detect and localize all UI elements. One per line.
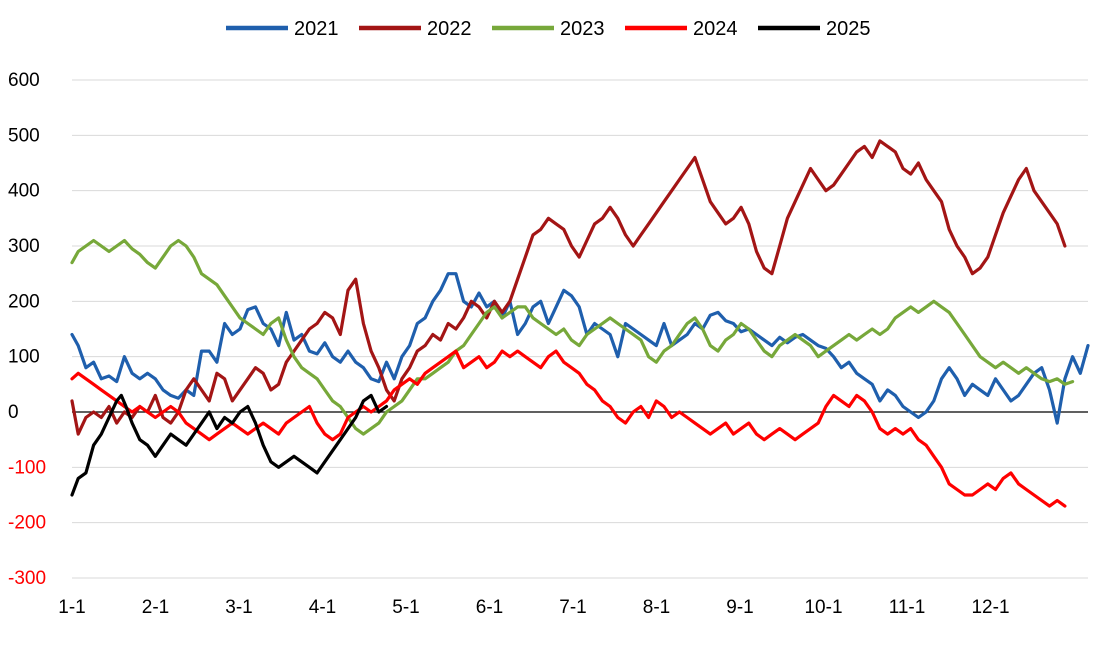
x-tick-label: 7-1 xyxy=(559,597,586,618)
x-tick-label: 1-1 xyxy=(58,597,85,618)
legend-label-2023: 2023 xyxy=(560,18,605,40)
legend-label-2022: 2022 xyxy=(427,18,472,40)
series-line-2025 xyxy=(70,393,389,497)
y-axis-ticks: 600 500 400 300 200 100 0 -100 -200 -300 xyxy=(8,70,46,589)
x-tick-label: 12-1 xyxy=(971,597,1009,618)
x-tick-label: 4-1 xyxy=(309,597,336,618)
legend-label-2024: 2024 xyxy=(693,18,738,40)
legend-label-2021: 2021 xyxy=(294,18,339,40)
series-line-2022 xyxy=(70,139,1067,436)
series-line-2023 xyxy=(70,238,1075,436)
x-tick-label: 5-1 xyxy=(392,597,419,618)
y-tick-label: -300 xyxy=(8,568,46,589)
x-tick-label: 10-1 xyxy=(804,597,842,618)
series-line-2021 xyxy=(70,272,1090,425)
x-tick-label: 3-1 xyxy=(225,597,252,618)
gridlines xyxy=(72,79,1088,579)
y-tick-label: 300 xyxy=(8,236,40,257)
x-tick-label: 11-1 xyxy=(889,597,926,618)
series-lines xyxy=(70,139,1090,508)
x-tick-label: 6-1 xyxy=(476,597,503,618)
y-tick-label: 500 xyxy=(8,125,40,146)
y-tick-label: -100 xyxy=(8,457,46,478)
y-tick-label: 600 xyxy=(8,70,40,91)
y-tick-label: 0 xyxy=(8,402,19,423)
x-tick-label: 2-1 xyxy=(142,597,169,618)
x-axis-ticks: 1-1 2-1 3-1 4-1 5-1 6-1 7-1 8-1 9-1 10-1 11-1 12-1 xyxy=(58,597,1009,618)
y-tick-label: 400 xyxy=(8,181,40,202)
legend: 2021 2022 2023 2024 2025 xyxy=(226,18,871,40)
series-line-2024 xyxy=(70,349,1067,508)
x-tick-label: 9-1 xyxy=(726,597,753,618)
legend-label-2025: 2025 xyxy=(826,18,871,40)
y-tick-label: -200 xyxy=(8,513,46,534)
x-tick-label: 8-1 xyxy=(643,597,670,618)
y-tick-label: 200 xyxy=(8,291,40,312)
y-tick-label: 100 xyxy=(8,347,40,368)
